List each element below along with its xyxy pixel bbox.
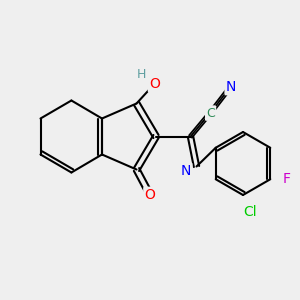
Text: F: F (283, 172, 291, 186)
Text: N: N (181, 164, 191, 178)
Text: H: H (137, 68, 146, 82)
Text: O: O (149, 77, 160, 91)
Text: C: C (206, 106, 215, 120)
Text: N: N (226, 80, 236, 94)
Text: Cl: Cl (244, 205, 257, 218)
Text: O: O (145, 188, 155, 202)
